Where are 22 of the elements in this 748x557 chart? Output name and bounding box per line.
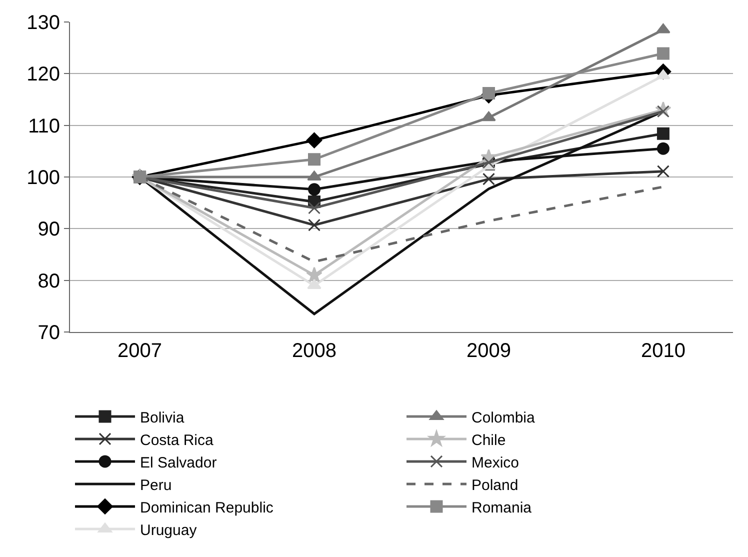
legend-label: Bolivia bbox=[140, 409, 185, 426]
y-tick-label: 70 bbox=[38, 322, 60, 344]
legend-label: Poland bbox=[472, 476, 518, 494]
y-tick-label: 90 bbox=[38, 218, 60, 241]
legend-label: Chile bbox=[472, 432, 506, 449]
x-tick-label: 2008 bbox=[292, 340, 337, 362]
y-tick-label: 80 bbox=[38, 270, 60, 292]
legend-label: Mexico bbox=[472, 454, 520, 472]
legend-label: El Salvador bbox=[140, 454, 217, 472]
legend-label: Romania bbox=[472, 499, 532, 516]
y-tick-label: 100 bbox=[26, 167, 60, 189]
legend-label: Peru bbox=[140, 476, 172, 494]
y-tick-label: 130 bbox=[26, 12, 60, 34]
legend-label: Colombia bbox=[472, 409, 536, 426]
legend-label: Costa Rica bbox=[140, 432, 214, 449]
legend-label: Uruguay bbox=[140, 522, 198, 539]
legend-label: Dominican Republic bbox=[140, 499, 274, 516]
x-tick-label: 2009 bbox=[466, 340, 511, 362]
y-tick-label: 120 bbox=[26, 64, 60, 86]
x-tick-label: 2007 bbox=[118, 340, 162, 362]
x-tick-label: 2010 bbox=[640, 340, 686, 362]
y-tick-label: 110 bbox=[28, 115, 60, 138]
